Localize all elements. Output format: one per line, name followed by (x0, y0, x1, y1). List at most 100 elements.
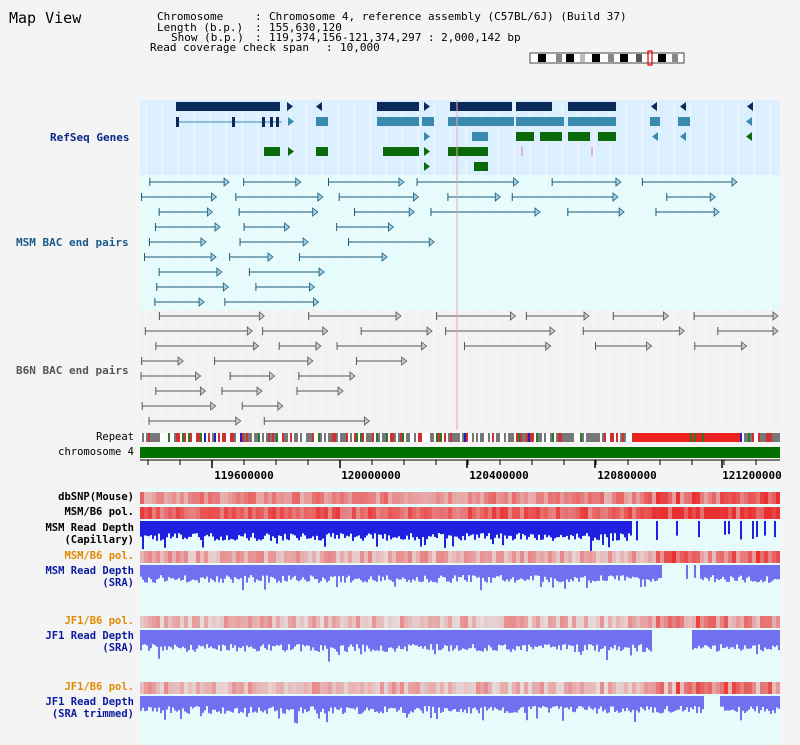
depth-bar (428, 565, 430, 583)
heat-cell (560, 682, 564, 694)
heat-cell (300, 551, 304, 563)
depth-bar (668, 696, 670, 712)
heat-cell (716, 492, 720, 504)
depth-bar (770, 565, 772, 583)
repeat-track[interactable] (140, 433, 780, 442)
heat-cell (408, 507, 412, 519)
heat-cell (456, 507, 460, 519)
msm-b6-pol-track[interactable] (140, 507, 780, 519)
depth-bar (308, 630, 310, 646)
heat-cell (264, 492, 268, 504)
dbsnp-mouse-track[interactable] (140, 492, 780, 504)
heat-cell (696, 616, 700, 628)
msm-read-depth-sra-track[interactable] (140, 565, 780, 591)
heat-cell (464, 551, 468, 563)
refseq-genes-label: RefSeq Genes (50, 131, 130, 144)
heat-cell (320, 507, 324, 519)
b6n-bac-end-pairs-track[interactable] (140, 311, 779, 426)
heat-cell (320, 616, 324, 628)
depth-bar (218, 630, 220, 646)
heat-cell (668, 507, 672, 519)
depth-bar (646, 565, 648, 580)
depth-bar (724, 521, 726, 535)
heat-cell (572, 616, 576, 628)
msm-read-depth-capillary-track[interactable] (140, 521, 776, 551)
depth-bar (762, 696, 764, 707)
depth-bar (300, 565, 302, 580)
depth-bar (140, 521, 142, 537)
depth-bar (226, 630, 228, 650)
repeat-segment (172, 433, 174, 442)
depth-bar (506, 521, 508, 539)
depth-bar (234, 565, 236, 578)
heat-cell (252, 507, 256, 519)
heat-cell (628, 682, 632, 694)
heat-cell (540, 682, 544, 694)
heat-cell (436, 507, 440, 519)
bac-end-arrow (258, 311, 265, 321)
depth-bar (580, 696, 582, 707)
jf1-read-depth-sra-trimmed-track[interactable] (140, 696, 780, 724)
heat-cell (248, 507, 252, 519)
depth-bar (456, 696, 458, 712)
repeat-segment (598, 433, 600, 442)
depth-bar (602, 565, 604, 581)
ideogram-position-marker[interactable] (647, 50, 653, 66)
depth-bar (650, 630, 652, 652)
depth-bar (738, 565, 740, 577)
heat-cell (488, 492, 492, 504)
jf1-read-depth-sra-track[interactable] (140, 630, 780, 662)
heat-cell (712, 507, 716, 519)
depth-bar (574, 696, 576, 713)
depth-bar (648, 565, 650, 580)
repeat-segment (306, 433, 308, 442)
heat-cell (556, 492, 560, 504)
heat-cell (512, 492, 516, 504)
refseq-genes-track[interactable] (176, 102, 753, 171)
depth-bar (214, 696, 216, 710)
depth-bar (186, 630, 188, 652)
heat-cell (504, 492, 508, 504)
jf1-b6-pol-trimmed-track[interactable] (140, 682, 780, 694)
heat-cell (492, 507, 496, 519)
depth-bar (454, 565, 456, 576)
chromosome-bar[interactable] (140, 447, 780, 458)
heat-cell (380, 682, 384, 694)
depth-bar (742, 630, 744, 650)
heat-cell (688, 551, 692, 563)
heat-cell (636, 507, 640, 519)
depth-bar (606, 630, 608, 661)
repeat-segment (338, 433, 340, 442)
depth-bar (510, 630, 512, 652)
heat-cell (572, 492, 576, 504)
depth-bar (564, 696, 566, 708)
heat-cell (328, 682, 332, 694)
heat-cell (316, 507, 320, 519)
depth-bar (224, 565, 226, 579)
repeat-segment (736, 433, 738, 442)
depth-bar (726, 696, 728, 711)
msm-b6-pol-sra-track[interactable] (140, 551, 780, 563)
depth-bar (290, 565, 292, 580)
depth-bar (510, 565, 512, 580)
heat-cell (604, 551, 608, 563)
bac-end-arrow (510, 311, 517, 321)
repeat-segment (286, 433, 288, 442)
depth-bar (570, 521, 572, 535)
jf1-b6-pol-track[interactable] (140, 616, 780, 628)
heat-cell (428, 507, 432, 519)
heat-cell (708, 682, 712, 694)
repeat-segment (604, 433, 606, 442)
depth-bar (428, 696, 430, 707)
depth-bar (498, 521, 500, 539)
bac-end-arrow (210, 401, 217, 411)
depth-bar (404, 565, 406, 579)
msm-bac-end-pairs-track[interactable] (141, 177, 738, 307)
depth-bar (692, 630, 694, 650)
repeat-segment (444, 433, 446, 442)
depth-bar (646, 696, 648, 707)
bac-end-arrow (322, 326, 329, 336)
depth-bar (578, 565, 580, 582)
chromosome-ideogram[interactable] (529, 50, 685, 66)
